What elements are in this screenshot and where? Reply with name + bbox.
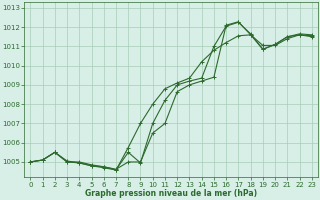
X-axis label: Graphe pression niveau de la mer (hPa): Graphe pression niveau de la mer (hPa)	[85, 189, 257, 198]
